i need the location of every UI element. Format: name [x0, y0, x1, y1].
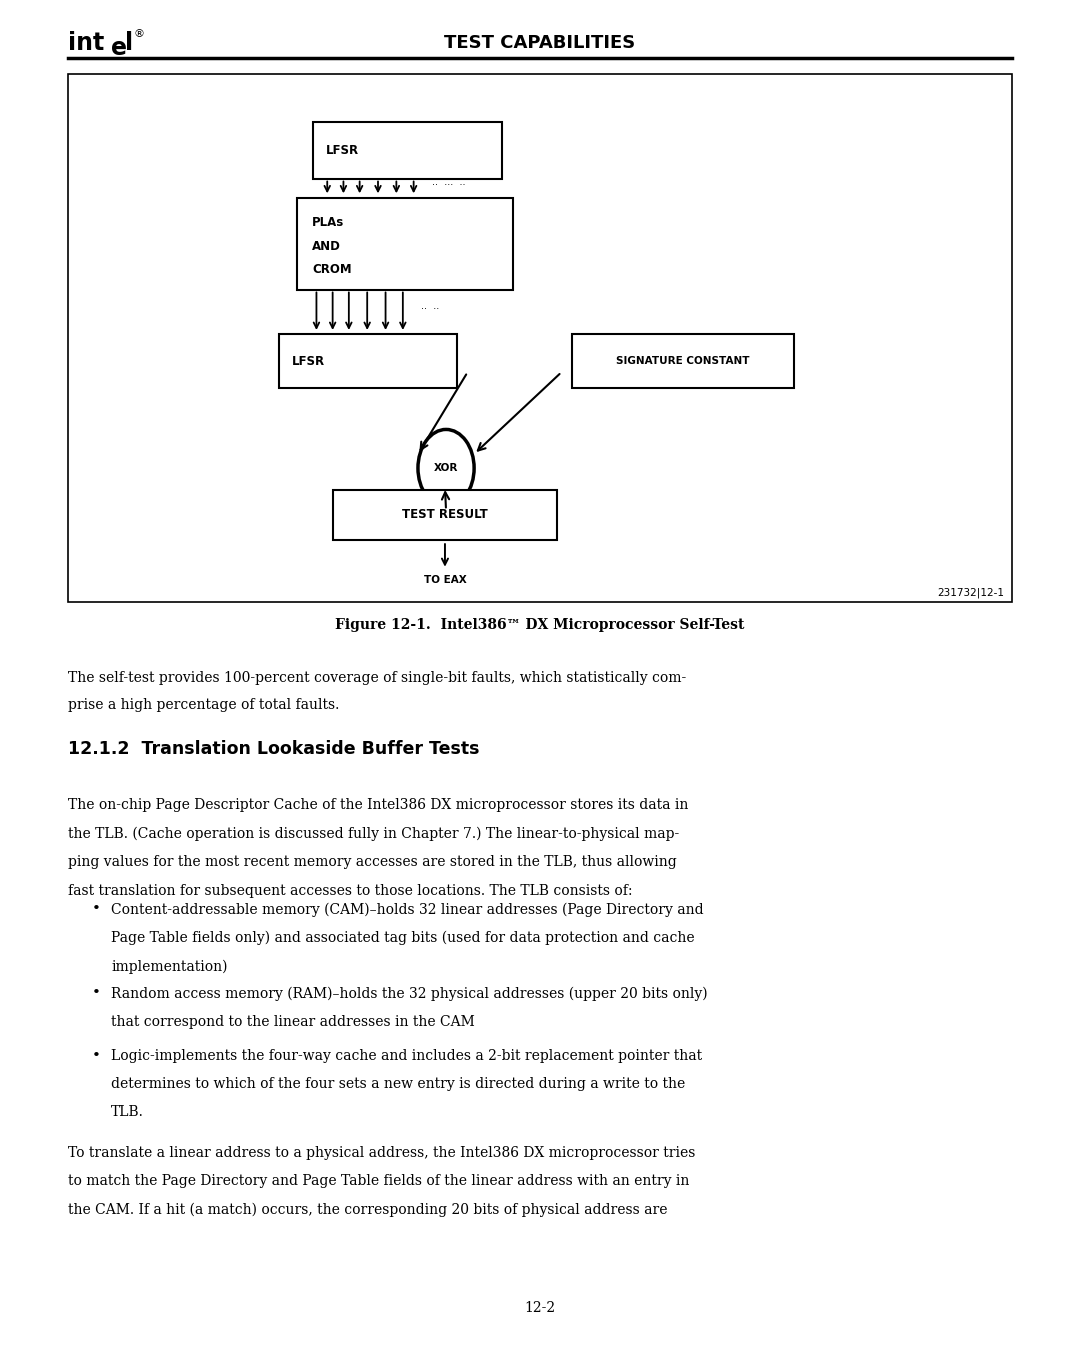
Text: Figure 12-1.  Intel386™ DX Microprocessor Self-Test: Figure 12-1. Intel386™ DX Microprocessor…: [335, 618, 745, 632]
Ellipse shape: [418, 429, 474, 507]
Text: determines to which of the four sets a new entry is directed during a write to t: determines to which of the four sets a n…: [111, 1077, 686, 1091]
Text: that correspond to the linear addresses in the CAM: that correspond to the linear addresses …: [111, 1015, 475, 1028]
Text: int: int: [68, 31, 105, 54]
Text: 12-2: 12-2: [525, 1302, 555, 1315]
Text: TO EAX: TO EAX: [423, 575, 467, 586]
Text: To translate a linear address to a physical address, the Intel386 DX microproces: To translate a linear address to a physi…: [68, 1146, 696, 1160]
Text: TLB.: TLB.: [111, 1105, 144, 1119]
Bar: [572, 334, 794, 388]
Text: implementation): implementation): [111, 959, 228, 974]
Text: the CAM. If a hit (a match) occurs, the corresponding 20 bits of physical addres: the CAM. If a hit (a match) occurs, the …: [68, 1203, 667, 1218]
Text: 231732|12-1: 231732|12-1: [937, 587, 1004, 598]
Text: SIGNATURE CONSTANT: SIGNATURE CONSTANT: [617, 356, 750, 367]
Text: e: e: [111, 37, 127, 60]
Text: AND: AND: [312, 239, 341, 253]
Text: The on-chip Page Descriptor Cache of the Intel386 DX microprocessor stores its d: The on-chip Page Descriptor Cache of the…: [68, 798, 688, 812]
Text: to match the Page Directory and Page Table fields of the linear address with an : to match the Page Directory and Page Tab…: [68, 1174, 689, 1188]
Bar: [297, 198, 513, 290]
Text: TEST RESULT: TEST RESULT: [402, 509, 488, 521]
Text: Content-addressable memory (CAM)–holds 32 linear addresses (Page Directory and: Content-addressable memory (CAM)–holds 3…: [111, 902, 704, 917]
Text: ping values for the most recent memory accesses are stored in the TLB, thus allo: ping values for the most recent memory a…: [68, 855, 677, 869]
Text: l: l: [125, 31, 134, 54]
Text: Random access memory (RAM)–holds the 32 physical addresses (upper 20 bits only): Random access memory (RAM)–holds the 32 …: [111, 986, 707, 1001]
Text: prise a high percentage of total faults.: prise a high percentage of total faults.: [68, 698, 339, 712]
Text: fast translation for subsequent accesses to those locations. The TLB consists of: fast translation for subsequent accesses…: [68, 884, 633, 897]
Bar: [333, 490, 557, 540]
Text: XOR: XOR: [434, 463, 458, 474]
Text: ®: ®: [134, 30, 145, 39]
Text: LFSR: LFSR: [292, 354, 325, 368]
Text: •: •: [92, 986, 100, 1000]
Text: ··  ···  ··: ·· ··· ··: [432, 180, 465, 191]
Bar: [279, 334, 457, 388]
Text: Page Table fields only) and associated tag bits (used for data protection and ca: Page Table fields only) and associated t…: [111, 931, 694, 946]
Text: the TLB. (Cache operation is discussed fully in Chapter 7.) The linear-to-physic: the TLB. (Cache operation is discussed f…: [68, 827, 679, 842]
Text: LFSR: LFSR: [326, 143, 360, 157]
Text: PLAs: PLAs: [312, 216, 345, 229]
Text: The self-test provides 100-percent coverage of single-bit faults, which statisti: The self-test provides 100-percent cover…: [68, 671, 686, 685]
Bar: [68, 74, 1012, 602]
Text: •: •: [92, 1049, 100, 1062]
Text: Logic-implements the four-way cache and includes a 2-bit replacement pointer tha: Logic-implements the four-way cache and …: [111, 1049, 702, 1062]
Text: ··  ··: ·· ··: [421, 304, 440, 314]
Bar: [313, 122, 502, 179]
Text: 12.1.2  Translation Lookaside Buffer Tests: 12.1.2 Translation Lookaside Buffer Test…: [68, 740, 480, 758]
Text: CROM: CROM: [312, 262, 352, 276]
Text: TEST CAPABILITIES: TEST CAPABILITIES: [444, 34, 636, 51]
Text: •: •: [92, 902, 100, 916]
